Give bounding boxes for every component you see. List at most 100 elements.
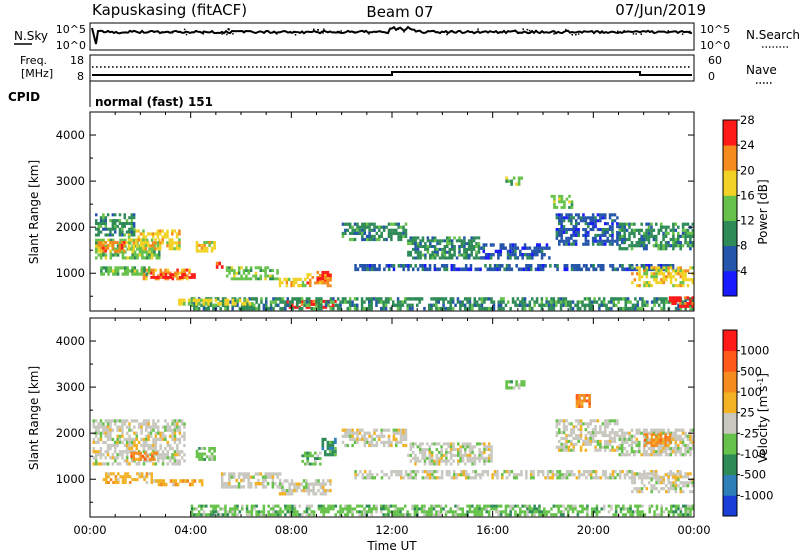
- heatmap-cell: [582, 439, 585, 443]
- heatmap-cell: [344, 428, 347, 432]
- heatmap-cell: [419, 256, 422, 260]
- heatmap-cell: [604, 228, 607, 232]
- heatmap-cell: [109, 431, 112, 435]
- heatmap-cell: [540, 513, 544, 517]
- heatmap-cell: [470, 239, 473, 243]
- heatmap-cell: [541, 470, 545, 474]
- heatmap-cell: [138, 250, 142, 254]
- heatmap-cell: [130, 222, 134, 226]
- heatmap-cell: [433, 250, 437, 254]
- heatmap-cell: [681, 244, 685, 248]
- noise-sky-label: N.Sky: [14, 29, 48, 43]
- heatmap-cell: [148, 250, 151, 254]
- heatmap-cell: [691, 481, 695, 485]
- heatmap-cell: [472, 470, 475, 474]
- heatmap-cell: [155, 479, 158, 483]
- heatmap-cell: [365, 504, 369, 508]
- heatmap-cell: [529, 476, 533, 480]
- heatmap-cell: [237, 269, 241, 272]
- heatmap-cell: [567, 219, 571, 223]
- heatmap-cell: [130, 443, 134, 448]
- heatmap-cell: [655, 431, 658, 435]
- heatmap-cell: [322, 492, 325, 496]
- colorbar-tick-label: 1000: [740, 344, 769, 358]
- heatmap-cell: [664, 450, 668, 454]
- heatmap-cell: [102, 422, 105, 426]
- heatmap-cell: [373, 264, 377, 268]
- heatmap-cell: [154, 422, 158, 426]
- heatmap-cell: [610, 507, 613, 511]
- heatmap-cell: [616, 242, 619, 246]
- heatmap-cell: [302, 488, 306, 493]
- heatmap-cell: [200, 298, 203, 303]
- heatmap-cell: [526, 510, 529, 514]
- heatmap-cell: [161, 425, 165, 429]
- heatmap-cell: [477, 242, 481, 246]
- heatmap-cell: [346, 443, 350, 448]
- heatmap-cell: [684, 443, 687, 448]
- heatmap-cell: [329, 440, 332, 445]
- heatmap-cell: [111, 419, 115, 423]
- heatmap-cell: [466, 445, 469, 449]
- heatmap-cell: [519, 303, 522, 307]
- heatmap-cell: [587, 473, 591, 477]
- heatmap-cell: [475, 507, 479, 511]
- heatmap-cell: [324, 281, 327, 285]
- heatmap-cell: [166, 268, 170, 272]
- heatmap-cell: [490, 453, 493, 457]
- heatmap-cell: [611, 428, 614, 432]
- heatmap-cell: [332, 306, 335, 311]
- heatmap-cell: [550, 300, 553, 304]
- heatmap-cell: [684, 484, 687, 488]
- heatmap-cell: [650, 284, 653, 288]
- heatmap-cell: [296, 297, 299, 301]
- heatmap-cell: [565, 473, 569, 477]
- heatmap-cell: [495, 507, 498, 511]
- heatmap-cell: [686, 513, 690, 517]
- heatmap-cell: [175, 244, 179, 248]
- heatmap-cell: [584, 222, 588, 226]
- heatmap-cell: [348, 306, 352, 311]
- heatmap-cell: [346, 504, 350, 508]
- heatmap-cell: [604, 473, 607, 477]
- heatmap-cell: [127, 232, 131, 236]
- heatmap-cell: [105, 472, 108, 476]
- heatmap-cell: [502, 243, 505, 247]
- heatmap-cell: [523, 246, 527, 250]
- heatmap-cell: [326, 453, 330, 457]
- heatmap-cell: [562, 230, 566, 234]
- heatmap-cell: [209, 303, 213, 307]
- heatmap-cell: [281, 280, 284, 285]
- heatmap-cell: [529, 264, 533, 268]
- heatmap-cell: [521, 297, 524, 301]
- colorbar-swatch: [723, 220, 737, 247]
- heatmap-cell: [203, 249, 206, 253]
- heatmap-cell: [346, 428, 350, 432]
- heatmap-cell: [176, 428, 179, 432]
- heatmap-cell: [689, 507, 692, 511]
- heatmap-cell: [317, 507, 321, 511]
- heatmap-cell: [567, 439, 571, 443]
- heatmap-cell: [633, 244, 636, 248]
- heatmap-cell: [684, 237, 687, 242]
- heatmap-cell: [157, 459, 160, 463]
- heatmap-cell: [533, 513, 536, 517]
- heatmap-cell: [390, 228, 393, 232]
- heatmap-cell: [435, 462, 439, 466]
- heatmap-cell: [441, 256, 444, 260]
- heatmap-cell: [207, 302, 210, 306]
- heatmap-cell: [591, 236, 595, 240]
- heatmap-cell: [440, 453, 443, 457]
- heatmap-cell: [183, 453, 186, 457]
- heatmap-cell: [294, 280, 298, 285]
- heatmap-cell: [657, 481, 661, 485]
- heatmap-cell: [326, 440, 330, 445]
- heatmap-cell: [552, 306, 556, 311]
- heatmap-cell: [689, 504, 692, 508]
- heatmap-cell: [308, 273, 312, 277]
- heatmap-cell: [118, 230, 122, 234]
- heatmap-cell: [589, 219, 593, 223]
- heatmap-cell: [662, 437, 665, 442]
- heatmap-cell: [114, 478, 118, 482]
- heatmap-cell: [430, 459, 434, 463]
